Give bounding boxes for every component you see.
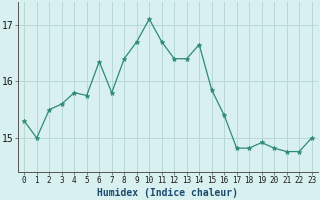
X-axis label: Humidex (Indice chaleur): Humidex (Indice chaleur): [98, 188, 238, 198]
